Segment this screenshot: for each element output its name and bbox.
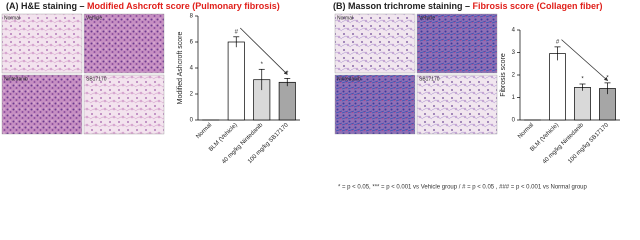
image-label: Normal: [337, 15, 353, 21]
significance-mark: *: [581, 77, 584, 83]
y-tick-label: 2: [512, 73, 516, 79]
significance-mark: *: [606, 75, 609, 81]
footnote: * = p < 0.05, *** = p < 0.001 vs Vehicle…: [338, 185, 587, 191]
histology-image: [416, 13, 498, 74]
figure: * = p < 0.05, *** = p < 0.001 vs Vehicle…: [1, 1, 620, 191]
histology-image: [1, 74, 83, 135]
y-tick-label: 1: [512, 95, 516, 101]
y-tick-label: 4: [512, 28, 516, 34]
image-label: Nintedanib: [337, 76, 361, 82]
y-tick-label: 4: [190, 66, 194, 72]
trend-arrow: [561, 39, 609, 82]
panel-title-prefix: (A) H&E staining –: [6, 1, 87, 11]
significance-mark: #: [556, 39, 560, 45]
panel-title-highlight: Modified Ashcroft score (Pulmonary fibro…: [87, 1, 280, 11]
bar: [278, 81, 296, 121]
trend-arrow: [239, 27, 288, 75]
image-label: Nintedanib: [4, 76, 28, 82]
image-label: Vehicle: [86, 15, 102, 21]
bar: [549, 53, 566, 121]
panel-title: (A) H&E staining – Modified Ashcroft sco…: [6, 1, 280, 11]
bar: [574, 87, 591, 121]
histology-image: [83, 13, 165, 74]
significance-mark: *: [261, 62, 264, 68]
y-axis-label: Fibrosis score: [500, 53, 507, 97]
y-tick-label: 6: [190, 40, 194, 46]
x-tick-label: Normal: [517, 122, 535, 140]
image-label: Vehicle: [419, 15, 435, 21]
image-label: Normal: [4, 15, 20, 21]
image-label: SB17170: [419, 76, 440, 82]
panel-title: (B) Masson trichrome staining – Fibrosis…: [333, 1, 603, 11]
y-tick-label: 2: [190, 92, 194, 98]
histology-image: [1, 13, 83, 74]
y-tick-label: 0: [512, 118, 516, 124]
x-tick-label: Normal: [195, 122, 213, 140]
bar: [227, 41, 245, 121]
image-label: SB17170: [86, 76, 107, 82]
histology-image: [334, 74, 416, 135]
significance-mark: #: [235, 29, 239, 35]
histology-image: [83, 74, 165, 135]
y-tick-label: 8: [190, 14, 194, 20]
y-tick-label: 0: [190, 118, 194, 124]
y-tick-label: 3: [512, 50, 516, 56]
histology-image: [334, 13, 416, 74]
panel-title-highlight: Fibrosis score (Collagen fiber): [473, 1, 603, 11]
histology-image: [416, 74, 498, 135]
y-axis-label: Modified Ashcroft score: [177, 32, 184, 105]
panel-title-prefix: (B) Masson trichrome staining –: [333, 1, 473, 11]
